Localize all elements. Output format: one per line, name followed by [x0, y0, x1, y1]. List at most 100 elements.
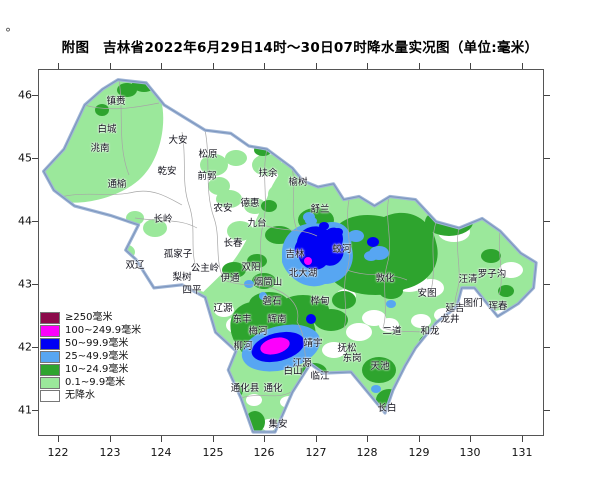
map-label: 镇赉 — [106, 96, 126, 107]
map-label: 江源 — [292, 358, 312, 369]
map-label: 双辽 — [125, 260, 145, 271]
axis-tick — [419, 436, 420, 442]
map-label: 梨树 — [172, 272, 192, 283]
map-label: 通化县 — [230, 383, 260, 394]
x-axis-label: 122 — [47, 446, 69, 459]
map-label: 农安 — [213, 203, 233, 214]
map-plot-frame — [38, 69, 544, 436]
jilin-province-map — [42, 78, 538, 434]
x-axis-label: 126 — [253, 446, 275, 459]
map-label: 靖宇 — [303, 338, 323, 349]
x-axis-label: 123 — [99, 446, 121, 459]
axis-tick — [32, 410, 38, 411]
legend-swatch — [40, 337, 60, 350]
x-axis-label: 130 — [459, 446, 481, 459]
x-axis-label: 128 — [356, 446, 378, 459]
map-label: 罗子沟 — [477, 269, 507, 280]
y-axis-label: 45 — [18, 151, 32, 165]
map-label: 辽源 — [213, 303, 233, 314]
map-label: 公主岭 — [190, 263, 220, 274]
map-label: 舒兰 — [310, 204, 330, 215]
y-axis-label: 43 — [18, 277, 32, 291]
map-label: 长春 — [223, 238, 243, 249]
map-label: 榆树 — [288, 177, 308, 188]
map-label: 双阳 — [241, 262, 261, 273]
map-label: 临江 — [310, 371, 330, 382]
y-axis-label: 41 — [18, 403, 32, 417]
legend-row: 10~24.9毫米 — [40, 363, 141, 376]
map-label: 白山 — [283, 366, 303, 377]
map-label: 柳河 — [233, 341, 253, 352]
axis-tick — [544, 410, 550, 411]
legend-row: 0.1~9.9毫米 — [40, 376, 141, 389]
legend-swatch — [40, 363, 60, 376]
legend-label: 无降水 — [65, 390, 95, 401]
x-axis-label: 125 — [202, 446, 224, 459]
page-title: 附图 吉林省2022年6月29日14时～30日07时降水量实况图（单位:毫米） — [61, 40, 539, 56]
map-label: 烟筒山 — [253, 277, 283, 288]
axis-tick — [419, 63, 420, 69]
axis-tick — [470, 436, 471, 442]
axis-tick — [544, 347, 550, 348]
legend-row: 无降水 — [40, 389, 141, 402]
legend-swatch — [40, 324, 60, 337]
axis-tick — [161, 436, 162, 442]
map-label: 前郭 — [197, 171, 217, 182]
legend-row: ≥250毫米 — [40, 311, 141, 324]
axis-tick — [58, 436, 59, 442]
map-label: 龙井 — [440, 314, 460, 325]
axis-tick — [522, 436, 523, 442]
map-label: 磐石 — [262, 296, 282, 307]
y-axis-label: 42 — [18, 340, 32, 354]
map-label: 吉林 — [285, 249, 305, 260]
map-label: 图们 — [463, 298, 483, 309]
axis-tick — [110, 436, 111, 442]
axis-tick — [522, 63, 523, 69]
axis-tick — [544, 95, 550, 96]
map-label: 东岗 — [342, 353, 362, 364]
x-axis-label: 129 — [408, 446, 430, 459]
axis-tick — [264, 63, 265, 69]
axis-tick — [32, 221, 38, 222]
axis-tick — [264, 436, 265, 442]
legend-row: 50~99.9毫米 — [40, 337, 141, 350]
axis-tick — [367, 436, 368, 442]
map-label: 乾安 — [157, 166, 177, 177]
axis-tick — [32, 95, 38, 96]
map-label: 长白 — [377, 403, 397, 414]
map-label: 通化 — [263, 383, 283, 394]
axis-tick — [32, 347, 38, 348]
y-axis-label: 44 — [18, 214, 32, 228]
legend-swatch — [40, 376, 60, 389]
map-label: 松原 — [198, 149, 218, 160]
legend-swatch — [40, 311, 60, 324]
axis-tick — [161, 63, 162, 69]
map-label: 天池 — [370, 361, 390, 372]
axis-tick — [316, 63, 317, 69]
precipitation-legend: ≥250毫米 100~249.9毫米 50~99.9毫米 25~49.9毫米 10~24… — [40, 311, 141, 402]
map-label: 二道 — [382, 326, 402, 337]
map-label: 和龙 — [420, 326, 440, 337]
map-label: 延吉 — [445, 303, 465, 314]
legend-label: 25~49.9毫米 — [65, 351, 129, 362]
map-label: 白城 — [97, 124, 117, 135]
map-label: 珲春 — [488, 301, 508, 312]
map-label: 抚松 — [337, 343, 357, 354]
axis-tick — [544, 158, 550, 159]
map-label: 通榆 — [107, 179, 127, 190]
map-label: 德惠 — [240, 198, 260, 209]
legend-swatch — [40, 350, 60, 363]
map-label: 大安 — [168, 135, 188, 146]
axis-tick — [213, 436, 214, 442]
map-label: 集安 — [268, 419, 288, 430]
map-label: 辉南 — [267, 314, 287, 325]
axis-tick — [58, 63, 59, 69]
x-axis-label: 124 — [150, 446, 172, 459]
axis-tick — [32, 284, 38, 285]
degree-mark: ° — [5, 26, 11, 40]
legend-label: 50~99.9毫米 — [65, 338, 129, 349]
y-axis-label: 46 — [18, 88, 32, 102]
map-label: 伊通 — [220, 273, 240, 284]
map-label: 桦甸 — [310, 296, 330, 307]
axis-tick — [110, 63, 111, 69]
